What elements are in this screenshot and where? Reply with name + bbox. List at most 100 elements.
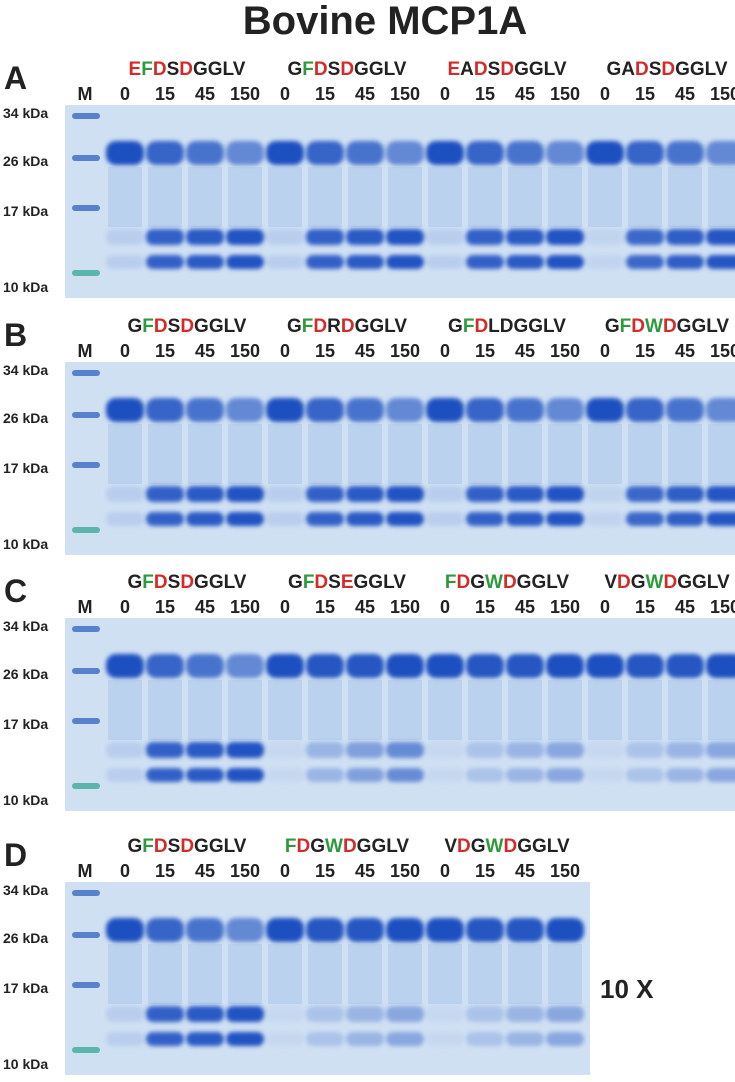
sequence-segment: A [460, 59, 474, 80]
fragment-band [186, 229, 224, 245]
fragment-band [506, 742, 544, 758]
fragment-band [146, 255, 184, 269]
size-label: 34 kDa [3, 362, 48, 378]
fragment-band [706, 512, 735, 526]
protein-band [346, 654, 384, 678]
sequence-segment: D [503, 836, 517, 857]
sequence-segment: F [620, 316, 632, 337]
sequence-segment: GA [606, 59, 635, 80]
fragment-band [546, 255, 584, 269]
smear [188, 424, 222, 484]
lane-label: 15 [635, 341, 655, 361]
protein-band [506, 141, 544, 165]
lane-label: 150 [230, 84, 260, 104]
fragment-band [466, 512, 504, 526]
fragment-band [626, 512, 664, 526]
sequence-segment: F [303, 572, 315, 593]
lane-label: 0 [440, 861, 450, 881]
protein-band [626, 654, 664, 678]
protein-band [346, 398, 384, 422]
smear [148, 944, 182, 1004]
protein-band [506, 918, 544, 942]
protein-band [386, 918, 424, 942]
sequence-segment: D [617, 572, 631, 593]
protein-band [666, 398, 704, 422]
protein-band [226, 398, 264, 422]
size-label: 17 kDa [3, 716, 48, 732]
fragment-band [426, 229, 464, 245]
fragment-band [506, 255, 544, 269]
ladder-band [72, 932, 100, 938]
fragment-band [226, 486, 264, 502]
sequence-segment: S [488, 59, 501, 80]
fragment-band [426, 1006, 464, 1022]
fragment-band [266, 229, 304, 245]
fragment-band [626, 255, 664, 269]
sequence-segment: GGLV [354, 59, 407, 80]
sequence: EADSDGGLV [447, 59, 566, 80]
ladder-band [72, 462, 100, 468]
smear [548, 680, 582, 740]
lane-label: 150 [550, 597, 580, 617]
smear [708, 424, 735, 484]
protein-band [506, 654, 544, 678]
fragment-band [306, 1006, 344, 1022]
sequence: GFDSDGGLV [128, 836, 247, 857]
fragment-band [666, 742, 704, 758]
fragment-band [546, 486, 584, 502]
sequence-segment: LDGGLV [488, 316, 566, 337]
protein-band [146, 918, 184, 942]
smear [348, 680, 382, 740]
fragment-band [266, 768, 304, 782]
protein-band [186, 141, 224, 165]
sequence-segment: F [302, 59, 314, 80]
lane-label: 0 [120, 341, 130, 361]
marker-label: M [78, 597, 93, 617]
smear [228, 424, 262, 484]
protein-band [546, 398, 584, 422]
sequence-segment: D [154, 316, 168, 337]
lane-label: 0 [440, 84, 450, 104]
lane-label: 15 [155, 341, 175, 361]
lane-label: 15 [315, 861, 335, 881]
sequence-segment: G [288, 59, 303, 80]
lane-label: 150 [550, 84, 580, 104]
panel-letter: D [4, 837, 27, 873]
lane-label: 0 [120, 84, 130, 104]
sequence-segment: D [180, 836, 194, 857]
ladder-band [72, 155, 100, 161]
lane-label: 150 [550, 861, 580, 881]
sequence: FDGWDGGLV [445, 572, 570, 593]
fragment-band [706, 255, 735, 269]
lane-label: 15 [315, 597, 335, 617]
sequence-segment: F [142, 572, 154, 593]
sequence-segment: GGLV [517, 836, 570, 857]
fragment-band [146, 768, 184, 782]
fragment-band [706, 229, 735, 245]
fragment-band [386, 768, 424, 782]
fragment-band [306, 742, 344, 758]
lane-label: 150 [390, 597, 420, 617]
sequence-segment: D [180, 572, 194, 593]
sequence-segment: G [631, 572, 646, 593]
fragment-band [346, 229, 384, 245]
smear [268, 944, 302, 1004]
lane-label: 45 [195, 341, 215, 361]
lane-label: 45 [675, 84, 695, 104]
sequence-segment: E [341, 572, 354, 593]
smear [428, 167, 462, 227]
fragment-band [146, 1006, 184, 1022]
ladder-band [72, 205, 100, 211]
fragment-band [706, 486, 735, 502]
fragment-band [506, 768, 544, 782]
sequence-segment: F [302, 316, 314, 337]
sequence-segment: GGLV [193, 59, 246, 80]
ladder-band [72, 982, 100, 988]
fragment-band [586, 486, 624, 502]
protein-band [466, 654, 504, 678]
smear [628, 167, 662, 227]
sequence-segment: S [168, 572, 181, 593]
protein-band [546, 141, 584, 165]
fragment-band [146, 486, 184, 502]
fragment-band [346, 1032, 384, 1046]
